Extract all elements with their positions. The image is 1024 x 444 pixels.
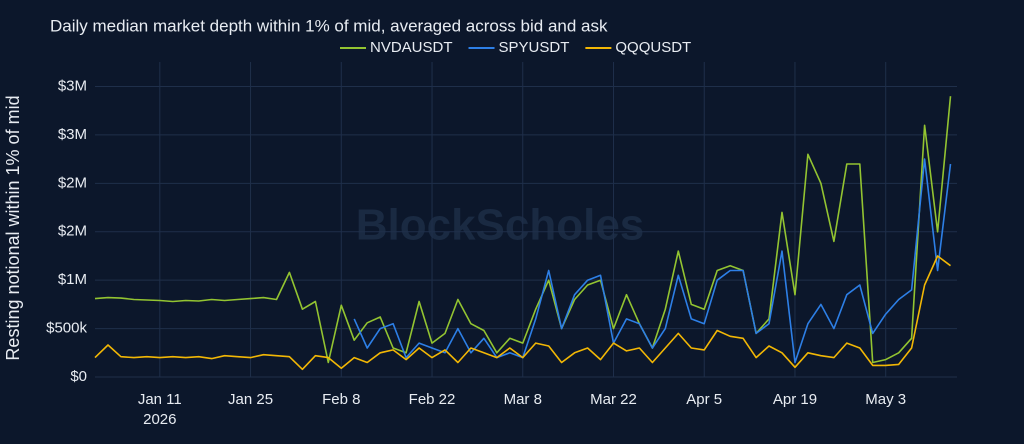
series-line: [94, 96, 952, 364]
watermark: BlockScholes: [356, 201, 645, 250]
y-tick-label: $3M: [58, 77, 87, 94]
legend-label: NVDAUSDT: [370, 39, 453, 56]
x-tick-label: Mar 8: [503, 391, 542, 408]
series-line: [353, 158, 952, 364]
x-tick-label: Feb 22: [408, 391, 456, 408]
legend-label: SPYUSDT: [499, 39, 570, 56]
x-tick-label: Apr 5: [686, 391, 723, 408]
x-tick-label: May 3: [865, 391, 907, 408]
y-tick-label: $0: [70, 368, 87, 385]
x-tick-label: Feb 8: [322, 391, 361, 408]
y-axis-label: Resting notional within 1% of mid: [3, 95, 23, 360]
y-tick-label: $1M: [58, 271, 87, 288]
y-tick-label: $2M: [58, 174, 87, 191]
series-line: [94, 255, 951, 371]
y-tick-label: $3M: [58, 126, 87, 143]
chart-title: Daily median market depth within 1% of m…: [50, 16, 608, 35]
x-tick-label: Mar 22: [590, 391, 637, 408]
y-tick-label: $2M: [58, 223, 87, 240]
x-tick-label: Jan 25: [228, 391, 274, 408]
x-tick-label: Apr 19: [772, 391, 818, 408]
y-tick-label: $500k: [46, 320, 87, 337]
legend-label: QQQUSDT: [615, 39, 691, 56]
x-tick-label: Jan 11 2026: [137, 391, 182, 428]
